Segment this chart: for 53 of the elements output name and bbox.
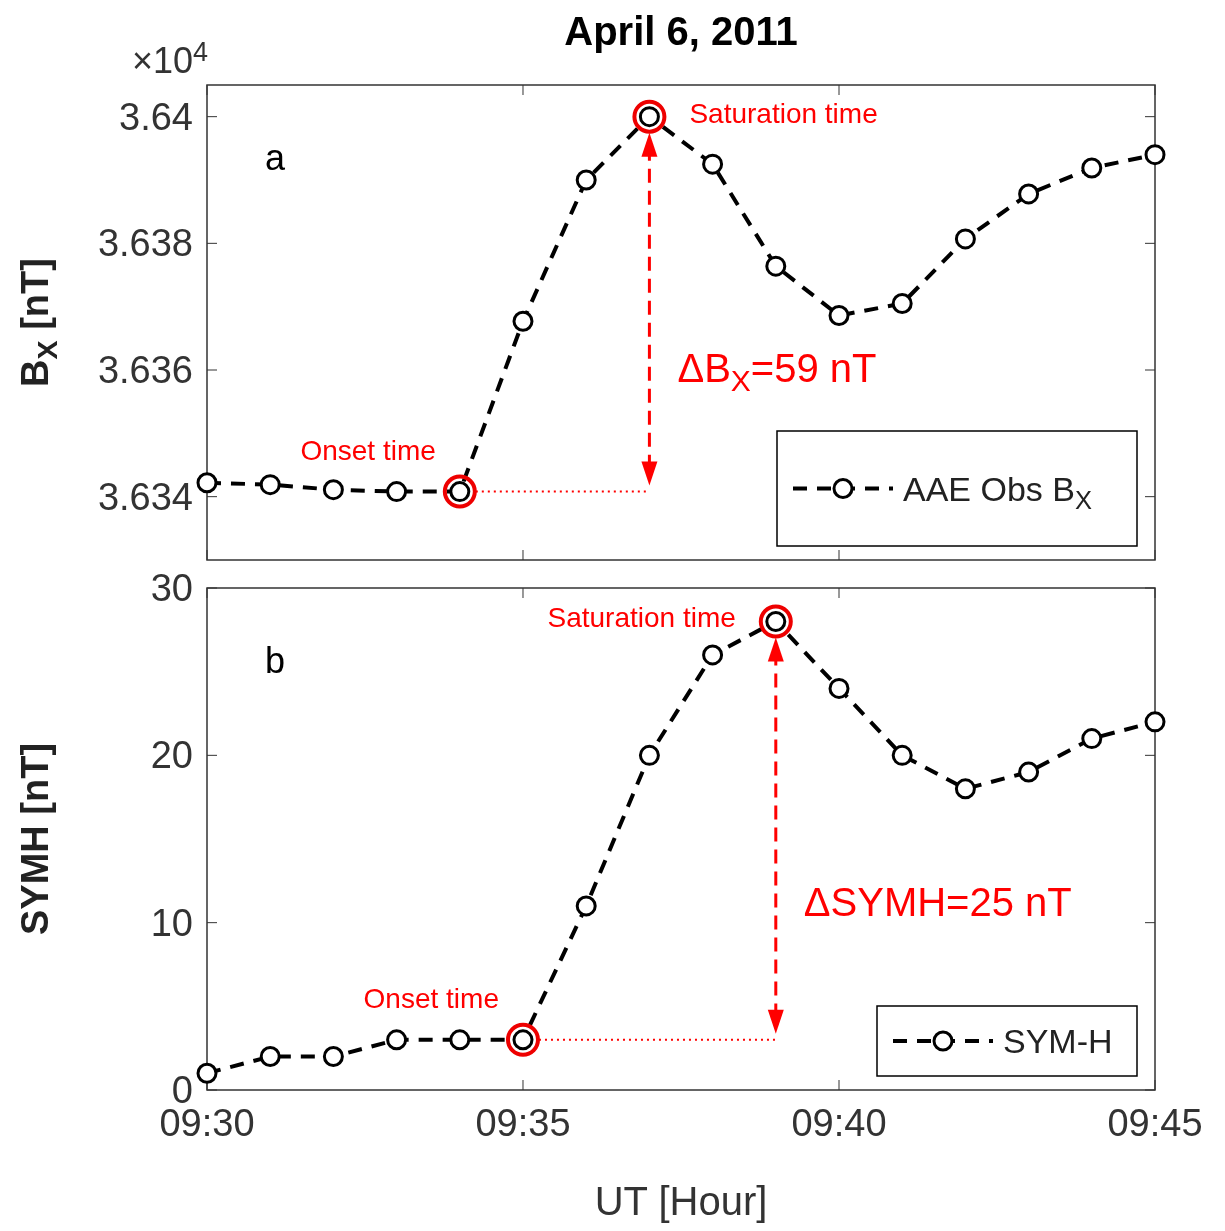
point [386,481,408,503]
y-tick-label: 3.64 [119,95,193,138]
x-tick-label: 09:35 [475,1102,571,1144]
point [638,744,660,766]
annotation: a [265,137,286,178]
point [1081,728,1103,750]
annotation: ΔB$_{X}$=59 nT [677,345,877,397]
point [1018,183,1040,205]
point [575,169,597,191]
y-tick-label: 30 [150,567,193,609]
point [575,895,597,917]
point [196,1062,218,1084]
point [259,1046,281,1068]
point [1144,144,1166,166]
x-tick-label: 09:40 [791,1102,887,1144]
x-axis-title: UT [Hour] [594,1179,768,1223]
point [765,255,787,277]
point [702,644,724,666]
point [1018,761,1040,783]
point [1081,157,1103,179]
y-tick-label: 3.638 [97,222,193,265]
point [386,1029,408,1051]
point [828,305,850,327]
annotation: Saturation time [689,97,878,129]
text: ×10$^{4}$ [132,36,209,81]
point [196,472,218,494]
point [512,310,534,332]
annotation: Onset time [300,434,436,466]
y-tick-label: 20 [150,734,193,777]
legend-label: AAE Obs B$_{X}$ [903,469,1092,514]
x-tick-label: 09:30 [159,1102,255,1144]
annotation: ΔSYMH=25 nT [803,879,1072,924]
point [322,479,344,501]
point [259,474,281,496]
legend-label: SYM-H [1003,1022,1113,1060]
point [1144,711,1166,733]
point [322,1046,344,1068]
point [828,677,850,699]
point [954,778,976,800]
y-axis-title: SYMH [nT] [14,742,56,936]
point [954,228,976,250]
point [449,1029,471,1051]
point [891,744,913,766]
point [702,153,724,175]
y-tick-label: 10 [150,901,193,944]
chart-title: April 6, 2011 [564,9,798,53]
annotation: Saturation time [547,602,736,634]
point [891,293,913,314]
y-tick-label: 3.634 [97,475,193,518]
y-tick-label: 3.636 [97,349,193,391]
annotation: b [265,640,286,681]
annotation: Onset time [363,982,499,1014]
x-tick-label: 09:45 [1107,1102,1203,1144]
